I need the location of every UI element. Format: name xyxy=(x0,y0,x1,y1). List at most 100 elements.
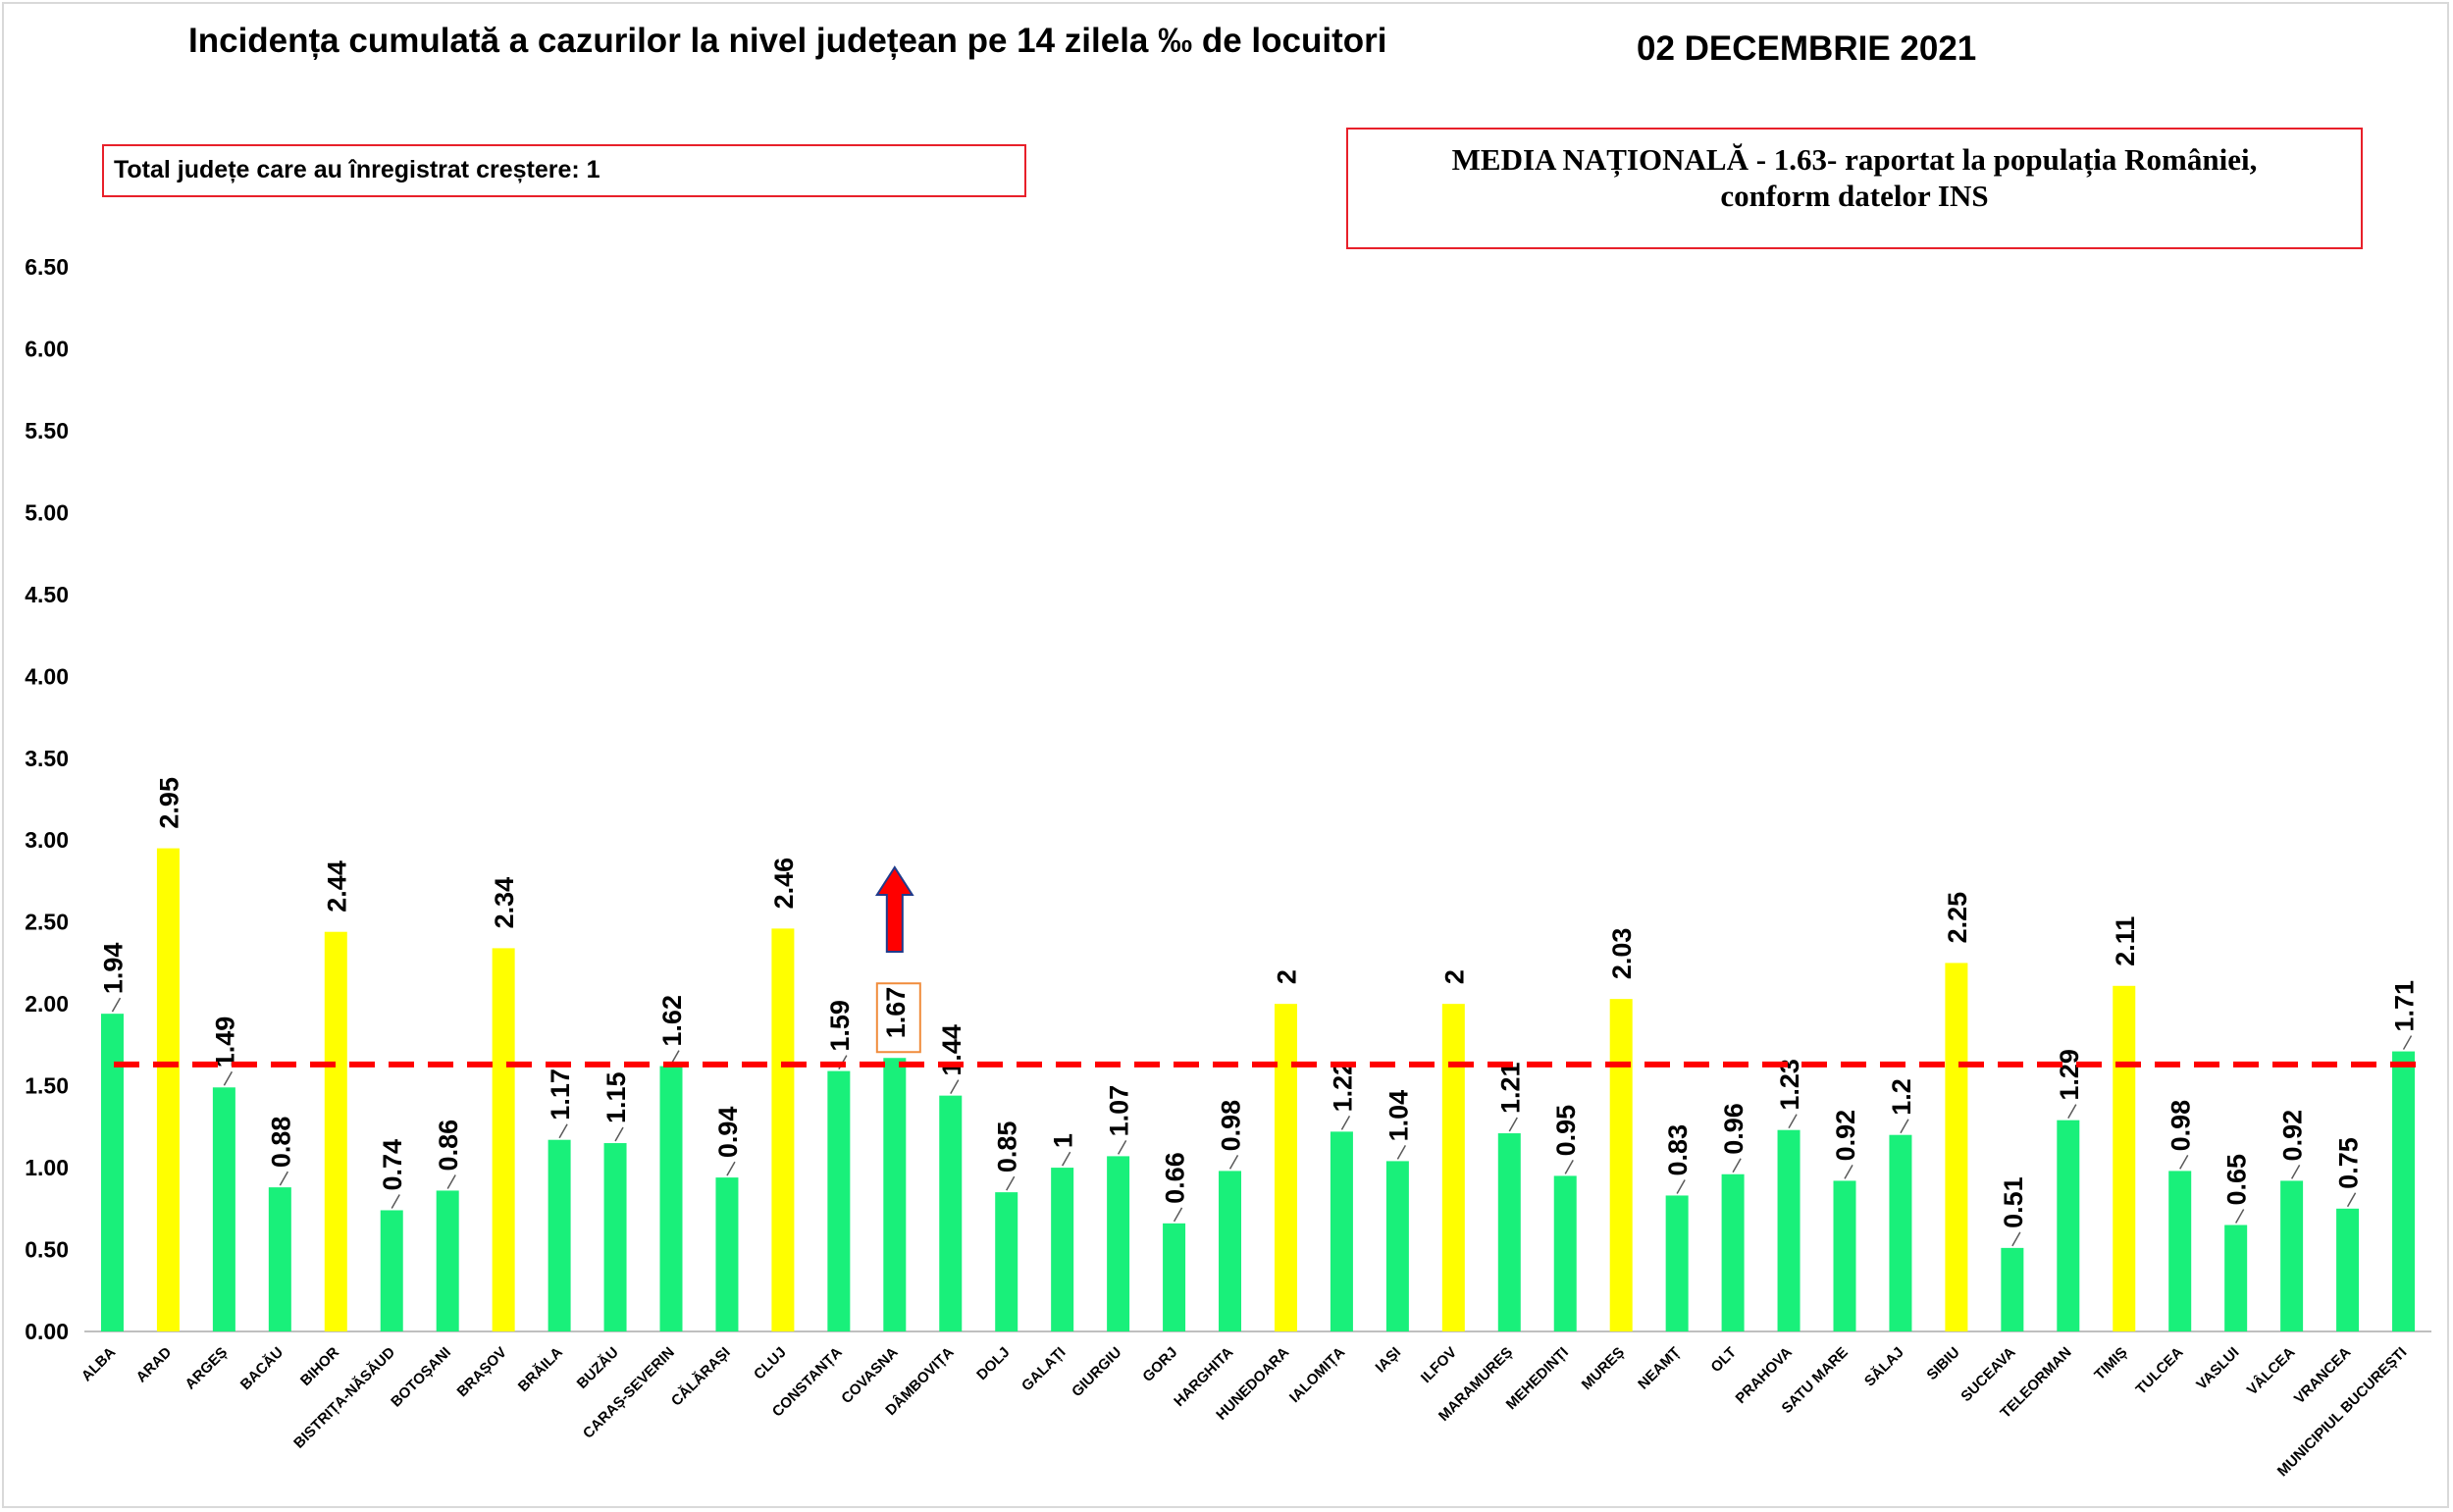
data-label: 2.25 xyxy=(1943,892,1972,944)
label-leader-line xyxy=(446,1174,456,1189)
category-label: ARGEȘ xyxy=(182,1344,231,1393)
category-label: VASLUI xyxy=(2193,1344,2242,1393)
category-label: TULCEA xyxy=(2133,1344,2187,1398)
category-label: VÂLCEA xyxy=(2243,1343,2298,1398)
increase-highlight-box xyxy=(875,982,921,1054)
category-label: IALOMIȚA xyxy=(1286,1344,1348,1406)
chart-date: 02 DECEMBRIE 2021 xyxy=(1637,29,1977,68)
bar-29 xyxy=(1721,1173,1745,1331)
bar-9 xyxy=(603,1143,627,1331)
bar-23 xyxy=(1385,1161,1409,1331)
y-tick-label: 1.00 xyxy=(25,1155,69,1180)
national-average-line2: conform datelor INS xyxy=(1720,179,1989,213)
category-label: GIURGIU xyxy=(1069,1344,1124,1400)
data-label: 0.94 xyxy=(713,1107,743,1159)
data-label: 0.92 xyxy=(2278,1110,2308,1162)
y-tick-label: 1.50 xyxy=(25,1073,69,1099)
label-leader-line xyxy=(1732,1158,1742,1173)
data-label: 2.95 xyxy=(154,777,183,829)
label-leader-line xyxy=(1788,1114,1798,1129)
y-tick-label: 2.50 xyxy=(25,910,69,935)
total-increase-box: Total județe care au înregistrat creșter… xyxy=(102,144,1026,197)
label-leader-line xyxy=(1062,1151,1071,1167)
bar-4 xyxy=(324,931,347,1331)
bar-16 xyxy=(995,1192,1018,1331)
label-leader-line xyxy=(614,1126,624,1142)
data-label: 0.88 xyxy=(266,1117,295,1169)
bar-15 xyxy=(939,1095,963,1331)
category-label: ALBA xyxy=(78,1344,120,1385)
label-leader-line xyxy=(1173,1207,1183,1223)
data-label: 0.83 xyxy=(1663,1124,1693,1176)
category-label: IAȘI xyxy=(1373,1344,1405,1377)
data-label: 1.17 xyxy=(546,1069,575,1121)
bar-37 xyxy=(2168,1171,2192,1331)
bar-11 xyxy=(715,1177,739,1331)
bar-12 xyxy=(771,928,795,1331)
category-label: GORJ xyxy=(1139,1344,1180,1385)
bar-3 xyxy=(268,1187,291,1331)
category-label: CĂLĂRAȘI xyxy=(668,1344,734,1410)
bar-7 xyxy=(492,948,515,1331)
data-label: 2.11 xyxy=(2111,916,2140,966)
bar-20 xyxy=(1219,1171,1242,1331)
data-label: 2 xyxy=(1439,969,1469,984)
category-label: GALAȚI xyxy=(1018,1344,1069,1394)
bar-26 xyxy=(1553,1175,1577,1331)
data-label: 1.07 xyxy=(1105,1085,1134,1137)
bar-17 xyxy=(1051,1168,1074,1331)
data-label: 0.66 xyxy=(1161,1152,1190,1204)
data-label: 1.04 xyxy=(1383,1090,1413,1142)
bar-31 xyxy=(1833,1180,1856,1331)
label-leader-line xyxy=(1117,1140,1127,1155)
label-leader-line xyxy=(279,1171,288,1186)
data-label: 0.51 xyxy=(1999,1176,2028,1228)
category-label: NEAMȚ xyxy=(1635,1344,1684,1393)
total-increase-label: Total județe care au înregistrat creșter… xyxy=(114,156,600,183)
chart-title: Incidența cumulată a cazurilor la nivel … xyxy=(188,22,1387,60)
category-label: BOTOȘANI xyxy=(388,1344,454,1411)
bar-14 xyxy=(883,1058,907,1331)
data-label: 0.96 xyxy=(1719,1103,1748,1155)
data-label: 2 xyxy=(1272,969,1301,984)
bar-19 xyxy=(1163,1223,1186,1331)
label-leader-line xyxy=(2011,1231,2021,1247)
data-label: 1.94 xyxy=(98,943,128,995)
data-label: 1.29 xyxy=(2055,1049,2084,1101)
bar-1 xyxy=(156,848,180,1331)
label-leader-line xyxy=(1228,1155,1239,1170)
bar-41 xyxy=(2392,1051,2416,1331)
label-leader-line xyxy=(1844,1165,1853,1179)
data-label: 0.92 xyxy=(1831,1110,1860,1162)
y-tick-label: 0.00 xyxy=(25,1319,69,1344)
bar-38 xyxy=(2224,1225,2248,1331)
label-leader-line xyxy=(1676,1179,1686,1194)
bar-2 xyxy=(212,1087,235,1331)
data-label: 0.86 xyxy=(434,1120,463,1172)
data-label: 1.22 xyxy=(1328,1061,1357,1113)
label-leader-line xyxy=(2346,1192,2357,1208)
bar-8 xyxy=(548,1139,571,1331)
category-label: ARAD xyxy=(133,1344,176,1386)
category-label: ILFOV xyxy=(1418,1344,1460,1386)
national-average-box: MEDIA NAȚIONALĂ - 1.63- raportat la popu… xyxy=(1346,128,2363,249)
y-tick-label: 4.50 xyxy=(25,582,69,607)
category-label: SĂLAJ xyxy=(1861,1344,1907,1390)
y-tick-label: 0.50 xyxy=(25,1237,69,1263)
label-leader-line xyxy=(1900,1119,1909,1134)
bar-36 xyxy=(2113,985,2136,1331)
y-tick-label: 6.50 xyxy=(25,254,69,280)
data-label: 0.74 xyxy=(378,1139,407,1191)
data-label: 0.75 xyxy=(2334,1137,2364,1189)
y-tick-label: 2.00 xyxy=(25,991,69,1017)
increase-arrow-icon xyxy=(874,865,914,953)
data-label: 0.65 xyxy=(2222,1154,2252,1206)
data-label: 2.03 xyxy=(1607,928,1637,980)
label-leader-line xyxy=(2067,1104,2077,1120)
bar-34 xyxy=(2001,1247,2024,1331)
data-label: 0.98 xyxy=(2166,1100,2196,1152)
bar-40 xyxy=(2336,1208,2360,1331)
label-leader-line xyxy=(2290,1165,2301,1179)
